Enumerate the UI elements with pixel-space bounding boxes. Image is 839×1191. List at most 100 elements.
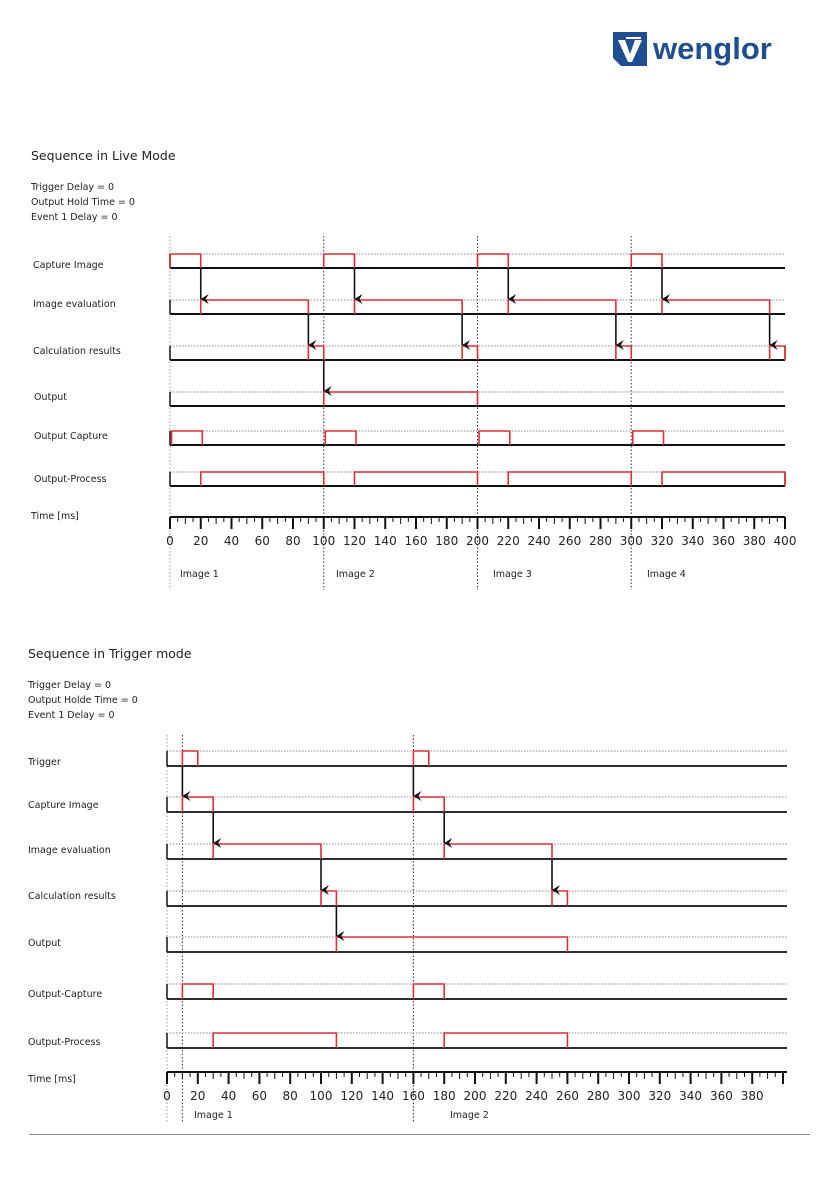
live-image-label: Image 4: [647, 569, 686, 580]
tick-label: 260: [558, 534, 581, 548]
signal-pulse: [169, 253, 202, 268]
tick-label: 360: [712, 534, 735, 548]
signal-pulse: [212, 843, 322, 859]
live-signal-label: Output Capture: [34, 431, 108, 442]
tick-label: 100: [312, 534, 335, 548]
footer-divider: [29, 1134, 810, 1135]
signal-pulse: [199, 471, 325, 486]
signal-pulse: [507, 471, 633, 486]
live-signal-label: Capture Image: [33, 260, 104, 271]
signal-pulse: [412, 983, 445, 999]
signal-pulse: [443, 1032, 569, 1048]
tick-label: 0: [163, 1089, 171, 1103]
signal-pulse: [212, 1032, 338, 1048]
tick-label: 280: [589, 534, 612, 548]
signal-pulse: [615, 345, 633, 360]
tick-label: 300: [620, 534, 643, 548]
trigger-param-event-delay: Event 1 Delay = 0: [28, 710, 115, 721]
signal-pulse: [476, 253, 510, 268]
trigger-signal-label: Image evaluation: [28, 845, 111, 856]
live-signal-label: Calculation results: [33, 346, 121, 357]
signal-pulse: [443, 843, 553, 859]
tick-label: 180: [433, 1089, 456, 1103]
tick-label: 200: [464, 1089, 487, 1103]
tick-label: 120: [340, 1089, 363, 1103]
tick-label: 220: [497, 534, 520, 548]
trigger-signal-label: Output-Capture: [28, 989, 103, 1000]
live-param-output-hold: Output Hold Time = 0: [31, 197, 135, 208]
tick-label: 320: [648, 1089, 671, 1103]
signal-pulse: [181, 983, 214, 999]
signal-pulse: [199, 299, 310, 314]
trigger-signal-label: Capture Image: [28, 800, 99, 811]
tick-label: 180: [435, 534, 458, 548]
tick-label: 220: [494, 1089, 517, 1103]
signal-pulse: [170, 430, 204, 445]
trigger-signal-label: Output-Process: [28, 1037, 101, 1048]
tick-label: 340: [681, 534, 704, 548]
tick-label: 380: [743, 534, 766, 548]
tick-label: 0: [166, 534, 174, 548]
tick-label: 260: [556, 1089, 579, 1103]
tick-label: 20: [190, 1089, 205, 1103]
live-param-event-delay: Event 1 Delay = 0: [31, 212, 118, 223]
tick-label: 40: [221, 1089, 236, 1103]
signal-pulse: [631, 430, 665, 445]
signal-pulse: [551, 890, 569, 906]
tick-label: 60: [255, 534, 270, 548]
signal-pulse: [181, 796, 214, 812]
tick-label: 20: [193, 534, 208, 548]
signal-pulse: [507, 299, 617, 314]
tick-label: 100: [310, 1089, 333, 1103]
signal-pulse: [412, 796, 445, 812]
tick-label: 120: [343, 534, 366, 548]
brand-logo: wenglor: [611, 30, 772, 68]
tick-label: 280: [587, 1089, 610, 1103]
tick-label: 40: [224, 534, 239, 548]
live-param-trigger-delay: Trigger Delay = 0: [31, 182, 115, 193]
live-signal-label: Image evaluation: [33, 299, 116, 310]
trigger-time-label: Time [ms]: [28, 1074, 76, 1085]
signal-pulse: [320, 890, 338, 906]
signal-pulse: [630, 253, 663, 268]
signal-pulse: [353, 299, 463, 314]
tick-label: 80: [285, 534, 300, 548]
live-signal-label: Output: [34, 392, 67, 403]
trigger-param-trigger-delay: Trigger Delay = 0: [28, 680, 112, 691]
tick-label: 140: [374, 534, 397, 548]
tick-label: 140: [371, 1089, 394, 1103]
signal-pulse: [461, 345, 479, 360]
trigger-signal-label: Trigger: [28, 757, 61, 768]
live-image-label: Image 3: [493, 569, 532, 580]
signal-pulse: [335, 936, 569, 952]
tick-label: 380: [741, 1089, 764, 1103]
trigger-param-output-hold: Output Holde Time = 0: [28, 695, 138, 706]
live-image-label: Image 1: [180, 569, 219, 580]
signal-pulse: [768, 345, 786, 360]
signal-pulse: [661, 299, 771, 314]
trigger-mode-title: Sequence in Trigger mode: [28, 646, 192, 661]
tick-label: 80: [283, 1089, 298, 1103]
signal-pulse: [307, 345, 325, 360]
live-time-label: Time [ms]: [31, 511, 79, 522]
live-signal-label: Output-Process: [34, 474, 107, 485]
signal-pulse: [661, 471, 786, 486]
live-mode-title: Sequence in Live Mode: [31, 148, 176, 163]
tick-label: 360: [710, 1089, 733, 1103]
brand-name: wenglor: [653, 31, 772, 66]
signal-pulse: [322, 391, 479, 406]
signal-pulse: [322, 253, 356, 268]
tick-label: 300: [618, 1089, 641, 1103]
tick-label: 160: [402, 1089, 425, 1103]
signal-pulse: [181, 750, 199, 766]
live-mode-diagram: 0 20 40 60 80 100 120 140 160 180 200 220 240 260 280 3…: [166, 236, 796, 590]
trigger-image-label: Image 2: [450, 1110, 489, 1121]
tick-label: 200: [466, 534, 489, 548]
trigger-image-label: Image 1: [194, 1110, 233, 1121]
wenglor-logo-icon: [613, 32, 647, 66]
trigger-signal-label: Calculation results: [28, 891, 116, 902]
signal-pulse: [353, 471, 479, 486]
signal-pulse: [324, 430, 357, 445]
tick-label: 160: [405, 534, 428, 548]
